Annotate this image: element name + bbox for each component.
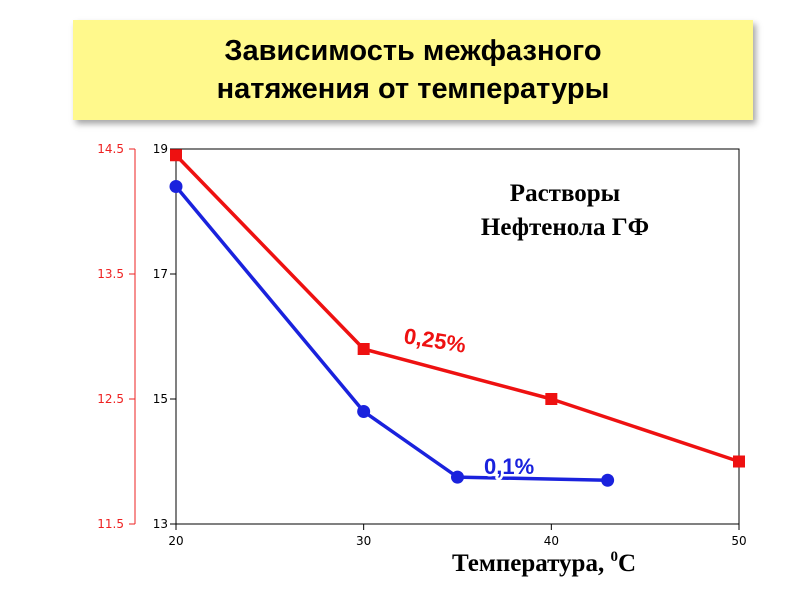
data-point [733, 455, 745, 468]
data-point [545, 393, 558, 405]
annotations: 0,25% 0,1% Растворы Нефтенола ГФ Температура… [400, 180, 649, 577]
right-axis-tick-label: 13 [153, 517, 168, 531]
left-axis-tick-label: 12.5 [97, 392, 124, 406]
plot-frame [175, 148, 740, 525]
right-axis-tick-label: 17 [153, 267, 168, 281]
data-point [601, 473, 615, 487]
x-axis-label: Температура, 0С [452, 549, 636, 577]
left-axis-tick-label: 14.5 [97, 142, 124, 156]
right-axis-tick-label: 19 [153, 142, 168, 156]
x-axis-tick-label: 50 [731, 534, 746, 548]
data-point [170, 149, 182, 162]
left-axis-tick-label: 13.5 [97, 267, 124, 281]
title-banner: Зависимость межфазного натяжения от темп… [73, 20, 753, 120]
chart-title-line-1: Зависимость межфазного [224, 35, 602, 67]
left-axis-tick-label: 11.5 [97, 517, 124, 531]
data-point [169, 180, 183, 193]
data-point [357, 405, 371, 418]
series-layer [169, 149, 745, 487]
chart-title-line-2: натяжения от температуры [216, 73, 610, 105]
right-axis-tick-label: 15 [153, 392, 168, 406]
annotation-line-2: Нефтенола ГФ [481, 214, 649, 241]
x-axis-tick-label: 30 [356, 534, 371, 548]
series-label-0-25: 0,25% [402, 323, 468, 357]
series-label-0-1: 0,1% [484, 454, 534, 479]
series-line-1 [174, 185, 608, 482]
x-axis-tick-label: 20 [168, 534, 183, 548]
x-axis-label-text: Температура, [452, 550, 610, 577]
x-axis-label-unit: С [618, 550, 636, 577]
x-axis-label-sup: 0 [610, 549, 618, 565]
series-line-0 [174, 154, 740, 464]
data-point [451, 470, 464, 484]
x-axis-tick-label: 40 [544, 534, 559, 548]
data-point [357, 343, 370, 355]
annotation-line-1: Растворы [510, 180, 620, 207]
